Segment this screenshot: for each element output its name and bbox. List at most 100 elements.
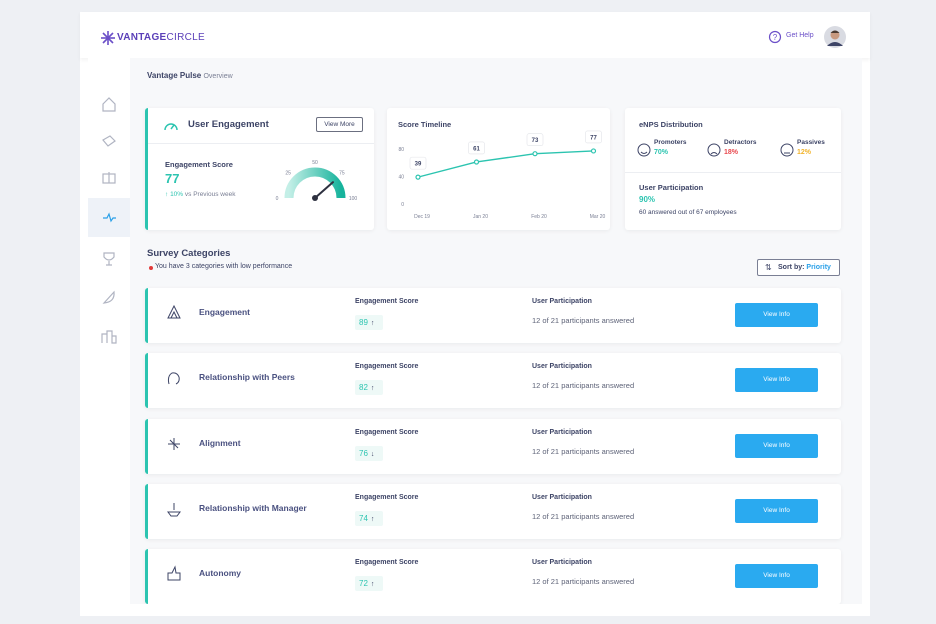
enps-card: eNPS Distribution Promoters 70% Detractors… (625, 108, 841, 230)
logo-bold: VANTAGE (117, 32, 167, 43)
category-name: Relationship with Manager (199, 502, 307, 513)
data-label: 73 (532, 138, 539, 144)
view-info-button[interactable]: View Info (735, 368, 818, 393)
score-pill: 89 ↑ (355, 315, 383, 330)
y-tick-label: 40 (398, 174, 404, 180)
trend-arrow: ↑ (370, 581, 375, 589)
enps-label: Passives (797, 139, 825, 146)
view-info-button[interactable]: View Info (735, 498, 818, 523)
score-pill: 82 ↑ (355, 380, 383, 396)
face-icon (707, 143, 721, 157)
score-value: 76 (359, 448, 368, 458)
participation-label: User Participation (532, 428, 592, 436)
trophy-icon[interactable] (103, 252, 115, 266)
score-value: 82 (359, 383, 368, 393)
point (415, 174, 421, 180)
pulse-icon[interactable] (103, 212, 116, 223)
mouth (710, 152, 718, 155)
gauge-arc (284, 167, 346, 199)
line-chart: 0 40 80 39 61 73 77 Dec 19 Jan 20 Feb 20 Mar 20 (398, 130, 606, 220)
engagement-card: User Engagement View More Engagement Sco… (145, 108, 374, 230)
enps-label: Promoters (654, 139, 687, 146)
trend-arrow: ↑ (370, 515, 375, 523)
category-name: Engagement (199, 307, 251, 317)
avatar[interactable] (823, 25, 847, 49)
category-name: Autonomy (199, 568, 242, 579)
score-label: Engagement Score (355, 559, 419, 567)
trend-arrow: ↓ (370, 450, 375, 458)
sidebar-active (88, 198, 130, 237)
label-box (585, 130, 602, 144)
trend-arrow: ↑ (370, 320, 375, 327)
participation-label: User Participation (532, 298, 592, 305)
trend-arrow: ↑ (370, 385, 375, 393)
icon-shape (167, 565, 181, 581)
logo: VANTAGECIRCLE (117, 32, 205, 43)
view-info-button[interactable]: View Info (735, 564, 818, 589)
logo-light: CIRCLE (166, 32, 205, 43)
breadcrumb: Vantage Pulse Overview (147, 71, 233, 80)
gauge: 0 25 50 75 100 (276, 160, 358, 202)
header: VANTAGECIRCLE ? Get Help (80, 12, 870, 58)
enps-items: Promoters 70% Detractors 18% Passives 12% (625, 108, 841, 172)
help-link[interactable]: Get Help (786, 32, 814, 39)
sort-button[interactable]: ⇅ Sort by: Priority (757, 259, 840, 276)
category-icon (167, 565, 181, 581)
tag-icon[interactable] (102, 135, 116, 147)
data-label: 77 (590, 135, 597, 141)
face-icon (637, 143, 651, 157)
face (637, 143, 651, 157)
sort-label: Sort by: (778, 264, 805, 271)
gauge-tick-label: 100 (349, 196, 358, 202)
mouth (640, 151, 648, 154)
label-box (468, 141, 485, 155)
home-icon[interactable] (102, 97, 116, 112)
participation-label: User Participation (532, 363, 592, 371)
view-more-button[interactable]: View More (316, 117, 363, 132)
participation-text: 12 of 21 participants answered (532, 316, 635, 325)
gauge-needle (314, 181, 335, 199)
enps-value: 18% (724, 149, 739, 156)
leaf-icon[interactable] (102, 290, 115, 304)
category-row: Alignment Engagement Score 76 ↓ User Partici… (145, 418, 841, 474)
face (780, 143, 794, 157)
change-arrow: ↑ (165, 191, 169, 198)
sidebar-icons (101, 97, 117, 344)
score-value: 77 (165, 171, 180, 186)
alert-dot (149, 266, 153, 270)
score-value: 72 (359, 579, 368, 589)
score-pill: 72 ↑ (355, 576, 383, 592)
participation-label: User Participation (532, 559, 592, 567)
help-icon[interactable]: ? (768, 30, 782, 44)
face-icon (780, 143, 794, 157)
enps-value: 70% (654, 149, 669, 156)
score-value: 89 (359, 318, 368, 327)
participation-text: 12 of 21 participants answered (532, 446, 635, 456)
logo-icon (101, 31, 115, 45)
card-title: User Engagement (188, 119, 269, 130)
score-pill: 74 ↑ (355, 510, 383, 526)
icon-shape (168, 437, 180, 450)
gauge-tick-label: 25 (285, 171, 291, 177)
x-tick-label: Mar 20 (590, 214, 606, 220)
y-tick-label: 0 (401, 202, 404, 208)
buildings-icon[interactable] (101, 330, 117, 344)
content: Vantage Pulse Overview User Engagement V… (130, 58, 862, 604)
alert-text: You have 3 categories with low performan… (155, 263, 293, 270)
icon-shape (167, 502, 181, 517)
score-label: Engagement Score (165, 160, 233, 169)
point (473, 159, 480, 165)
view-info-button[interactable]: View Info (735, 303, 818, 327)
view-info-button[interactable]: View Info (735, 433, 818, 458)
y-tick-label: 80 (398, 147, 404, 153)
participation-label: User Participation (532, 493, 592, 501)
score-label: Engagement Score (355, 493, 419, 501)
gauge-hub (312, 195, 318, 201)
score-label: Engagement Score (355, 363, 419, 371)
enps-value: 12% (797, 149, 812, 156)
breadcrumb-section: Vantage Pulse (147, 71, 202, 80)
participation-value: 90% (639, 195, 656, 204)
enps-label: Detractors (724, 139, 757, 146)
participation-text: 12 of 21 participants answered (532, 577, 635, 587)
category-icon (167, 372, 180, 385)
